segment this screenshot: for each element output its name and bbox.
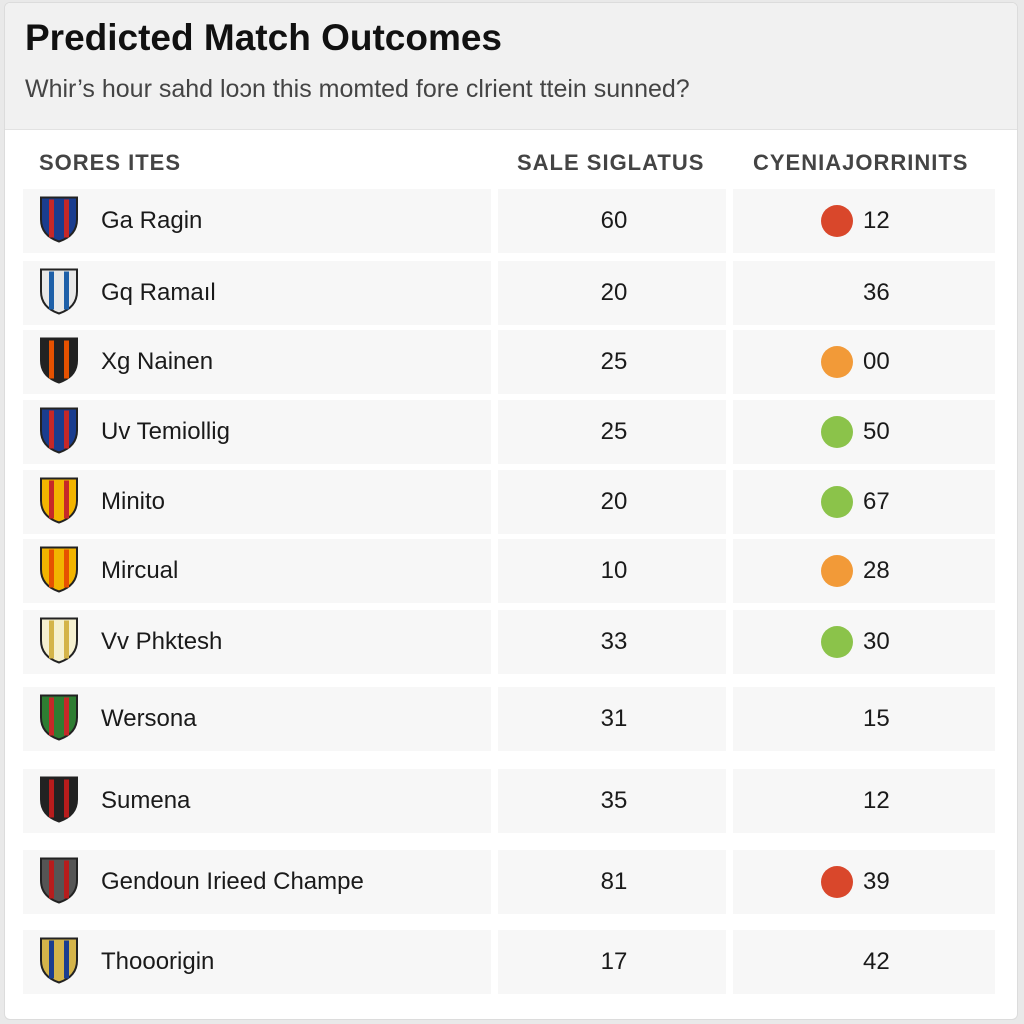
title: Predicted Match Outcomes — [25, 17, 503, 58]
row-cell — [23, 189, 491, 253]
team-name: Minito — [101, 488, 166, 515]
status-dot — [821, 486, 853, 518]
value: 36 — [863, 279, 890, 306]
status-dot — [821, 205, 853, 237]
row-cell — [733, 189, 995, 253]
row-cell — [733, 687, 995, 751]
card: Predicted Match Outcomes Whir’s hour sah… — [4, 2, 1018, 1020]
score: 10 — [600, 557, 628, 584]
value: 12 — [863, 207, 890, 234]
status-dot — [821, 866, 853, 898]
row-cell — [23, 769, 491, 833]
score: 81 — [600, 868, 628, 895]
value: 67 — [863, 488, 890, 515]
row-cell — [498, 330, 726, 394]
team-name: Gendoun Irieed Champe — [101, 868, 364, 895]
score: 17 — [600, 948, 628, 975]
value: 39 — [863, 868, 890, 895]
row-cell — [23, 470, 491, 534]
team-name: Ga Ragin — [101, 207, 203, 234]
score: 35 — [600, 787, 628, 814]
value: 50 — [863, 418, 890, 445]
row-cell — [498, 687, 726, 751]
row-cell — [733, 610, 995, 674]
row-cell — [733, 850, 995, 914]
row-cell — [498, 400, 726, 464]
team-crest — [37, 935, 81, 990]
team-crest — [37, 855, 81, 910]
value: 30 — [863, 628, 890, 655]
team-crest — [37, 266, 81, 321]
row-cell — [498, 539, 726, 603]
team-crest — [37, 194, 81, 249]
score: 20 — [600, 488, 628, 515]
row-cell — [23, 687, 491, 751]
row-cell — [498, 261, 726, 325]
team-name: Vv Phktesh — [101, 628, 223, 655]
row-cell — [733, 769, 995, 833]
team-crest — [37, 692, 81, 747]
row-cell — [498, 189, 726, 253]
row-cell — [23, 850, 491, 914]
row-cell — [733, 470, 995, 534]
row-cell — [498, 470, 726, 534]
row-cell — [23, 539, 491, 603]
team-crest — [37, 335, 81, 390]
header: Predicted Match Outcomes Whir’s hour sah… — [5, 3, 1017, 130]
row-cell — [23, 330, 491, 394]
team-crest — [37, 475, 81, 530]
value: 28 — [863, 557, 890, 584]
team-crest — [37, 544, 81, 599]
row-cell — [733, 261, 995, 325]
status-dot — [821, 555, 853, 587]
row-cell — [498, 610, 726, 674]
status-dot — [821, 626, 853, 658]
team-name: Gq Ramaıl — [101, 279, 216, 306]
team-name: Uv Temiollig — [101, 418, 230, 445]
row-cell — [23, 930, 491, 994]
value: 42 — [863, 948, 890, 975]
team-name: Wersona — [101, 705, 197, 732]
status-dot — [821, 416, 853, 448]
score: 20 — [600, 279, 628, 306]
team-name: Mircual — [101, 557, 179, 584]
row-cell — [733, 330, 995, 394]
column-header: CYENIAJORRINITS — [753, 150, 969, 175]
team-name: Sumena — [101, 787, 191, 814]
value: 15 — [863, 705, 890, 732]
column-header: SALE SIGLATUS — [517, 150, 705, 175]
value: 12 — [863, 787, 890, 814]
row-cell — [23, 610, 491, 674]
score: 31 — [600, 705, 628, 732]
row-cell — [733, 930, 995, 994]
row-cell — [498, 850, 726, 914]
team-crest — [37, 615, 81, 670]
team-crest — [37, 405, 81, 460]
score: 25 — [600, 418, 628, 445]
row-cell — [733, 539, 995, 603]
row-cell — [23, 400, 491, 464]
team-crest — [37, 774, 81, 829]
status-dot — [821, 346, 853, 378]
team-name: Xg Nainen — [101, 348, 214, 375]
score: 25 — [600, 348, 628, 375]
row-cell — [23, 261, 491, 325]
row-cell — [498, 769, 726, 833]
score: 60 — [600, 207, 628, 234]
score: 33 — [600, 628, 628, 655]
team-name: Thooorigin — [101, 948, 215, 975]
subtitle: Whir’s hour sahd loɔn this momted fore c… — [25, 75, 690, 103]
row-cell — [498, 930, 726, 994]
row-cell — [733, 400, 995, 464]
value: 00 — [863, 348, 890, 375]
column-header: SORES ITES — [39, 150, 182, 175]
